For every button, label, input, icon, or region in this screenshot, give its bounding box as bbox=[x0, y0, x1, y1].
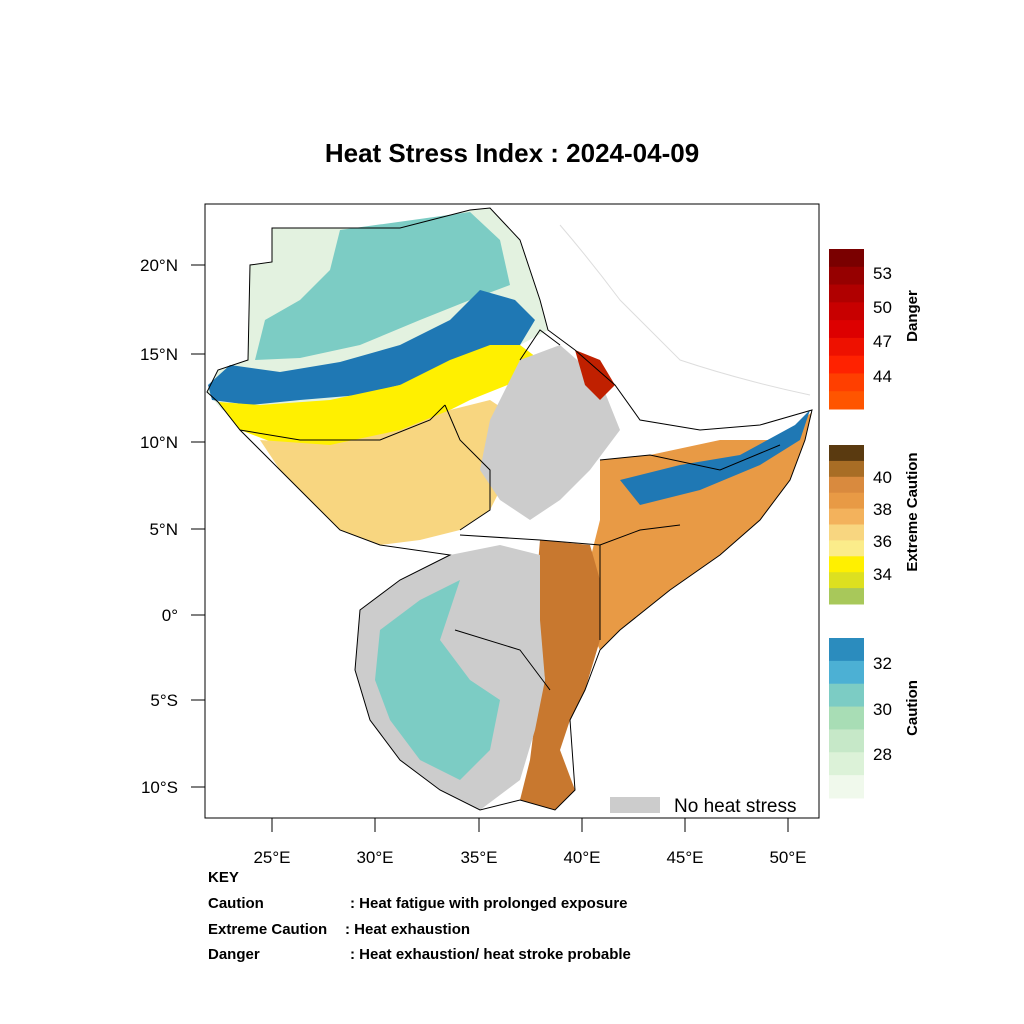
colorbar-danger: 53 50 47 44 Danger bbox=[829, 249, 921, 410]
colorbar-swatch bbox=[829, 556, 864, 573]
colorbar-swatch bbox=[829, 302, 864, 321]
colorbar-swatch bbox=[829, 524, 864, 541]
key-row-danger: Danger : Heat exhaustion/ heat stroke pr… bbox=[208, 946, 808, 966]
country-borders bbox=[206, 207, 813, 811]
colorbar-swatch bbox=[829, 249, 864, 268]
key-desc-extreme-caution: : Heat exhaustion bbox=[345, 921, 471, 938]
region-blue-band bbox=[208, 290, 535, 405]
lat-tick-label: 5°N bbox=[149, 520, 178, 539]
lat-tick-label: 0° bbox=[162, 606, 178, 625]
colorbar-tick-label: 40 bbox=[873, 468, 892, 487]
colorbar-swatch bbox=[829, 638, 864, 662]
colorbar-tick-label: 32 bbox=[873, 654, 892, 673]
key-term-extreme-caution: Extreme Caution bbox=[208, 921, 328, 938]
colorbar-title: Caution bbox=[904, 680, 921, 736]
lat-tick-label: 10°N bbox=[140, 433, 178, 452]
key-desc-caution: : Heat fatigue with prolonged exposure bbox=[350, 895, 628, 912]
lat-tick-label: 10°S bbox=[141, 778, 178, 797]
lon-tick-label: 45°E bbox=[666, 848, 703, 867]
key-desc-danger: : Heat exhaustion/ heat stroke probable bbox=[350, 946, 631, 963]
colorbar-tick-label: 34 bbox=[873, 565, 892, 584]
colorbar-swatch bbox=[829, 445, 864, 462]
colorbar-swatch bbox=[829, 683, 864, 708]
key-heading: KEY bbox=[208, 869, 239, 886]
colorbar-swatch bbox=[829, 355, 864, 374]
longitude-axis: 25°E 30°E 35°E 40°E 45°E 50°E bbox=[253, 818, 807, 867]
region-central-mosaic bbox=[375, 580, 500, 780]
lat-tick-label: 15°N bbox=[140, 345, 178, 364]
colorbar-tick-label: 44 bbox=[873, 367, 892, 386]
key-term-danger: Danger bbox=[208, 946, 260, 963]
lon-tick-label: 35°E bbox=[460, 848, 497, 867]
lat-tick-label: 20°N bbox=[140, 256, 178, 275]
colorbar-swatch bbox=[829, 320, 864, 339]
colorbar-tick-label: 30 bbox=[873, 700, 892, 719]
colorbar-swatch bbox=[829, 752, 864, 776]
key-row-caution: Caution : Heat fatigue with prolonged ex… bbox=[208, 895, 808, 915]
colorbar-swatch bbox=[829, 572, 864, 589]
colorbar-swatch bbox=[829, 391, 864, 410]
colorbar-title: Extreme Caution bbox=[904, 452, 921, 571]
colorbar-swatch bbox=[829, 775, 864, 799]
key-row-extreme-caution: Extreme Caution : Heat exhaustion bbox=[208, 921, 808, 941]
colorbar-swatch bbox=[829, 373, 864, 392]
region-ethiopian-highlands bbox=[480, 345, 620, 520]
latitude-axis: 20°N 15°N 10°N 5°N 0° 5°S 10°S bbox=[140, 256, 205, 797]
colorbar-swatch bbox=[829, 706, 864, 730]
colorbar-swatch bbox=[829, 729, 864, 753]
colorbar-swatch bbox=[829, 284, 864, 303]
lon-tick-label: 25°E bbox=[253, 848, 290, 867]
colorbar-extreme-caution: 40 38 36 34 Extreme Caution bbox=[829, 445, 921, 605]
key-term-caution: Caution bbox=[208, 895, 264, 912]
colorbar-tick-label: 36 bbox=[873, 532, 892, 551]
lon-tick-label: 40°E bbox=[563, 848, 600, 867]
region-yellow-band bbox=[218, 345, 540, 448]
colorbar-title: Danger bbox=[904, 290, 921, 342]
colorbar-tick-label: 38 bbox=[873, 500, 892, 519]
colorbar-tick-label: 28 bbox=[873, 745, 892, 764]
no-heat-stress-swatch bbox=[610, 797, 660, 813]
map-title: Heat Stress Index : 2024-04-09 bbox=[324, 138, 700, 168]
colorbar-swatch bbox=[829, 460, 864, 478]
no-heat-stress-label: No heat stress bbox=[674, 796, 797, 817]
arabian-coastline bbox=[559, 224, 811, 396]
region-danakil-hot bbox=[575, 350, 615, 400]
plot-frame bbox=[204, 203, 820, 819]
colorbar-swatch bbox=[829, 540, 864, 557]
colorbar-tick-label: 50 bbox=[873, 298, 892, 317]
lat-tick-label: 5°S bbox=[150, 691, 178, 710]
colorbar-swatch bbox=[829, 588, 864, 605]
region-sahel bbox=[260, 400, 520, 545]
colorbar-swatch bbox=[829, 660, 864, 685]
lon-tick-label: 30°E bbox=[356, 848, 393, 867]
colorbar-tick-label: 47 bbox=[873, 332, 892, 351]
colorbar-swatch bbox=[829, 508, 864, 525]
region-somali-highlands bbox=[620, 410, 810, 505]
colorbar-swatch bbox=[829, 492, 864, 510]
map-content bbox=[206, 207, 813, 811]
colorbar-caution: 32 30 28 Caution bbox=[829, 638, 921, 799]
region-horn-of-africa bbox=[585, 412, 812, 650]
colorbar-swatch bbox=[829, 266, 864, 286]
colorbar-swatch bbox=[829, 476, 864, 494]
lon-tick-label: 50°E bbox=[769, 848, 806, 867]
colorbar-tick-label: 53 bbox=[873, 264, 892, 283]
region-teal-band bbox=[255, 212, 510, 360]
colorbar-swatch bbox=[829, 337, 864, 357]
